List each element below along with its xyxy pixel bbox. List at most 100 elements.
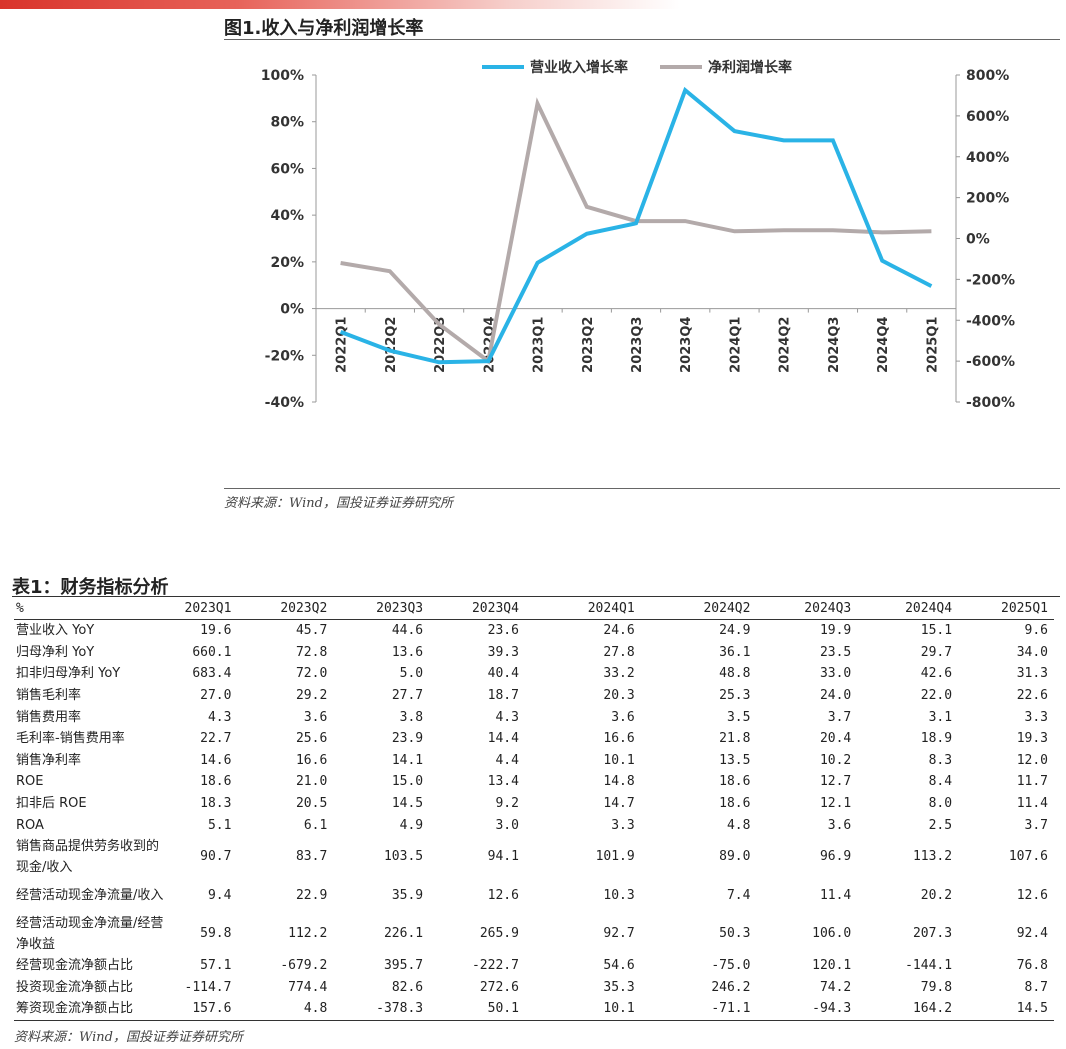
line-chart: -40% -20% 0% 20% 40% 60% 80% 100% -800% -600% -400… — [261, 59, 1015, 411]
row-label: 投资现金流净额占比 — [16, 979, 134, 995]
x-axis-category-label: 2024Q3 — [827, 317, 842, 373]
table-cell: 18.9 — [920, 731, 953, 747]
table-cell: 16.6 — [295, 752, 328, 768]
table-cell: 27.8 — [603, 644, 635, 660]
table-source: 资料来源：Wind，国投证券证券研究所 — [14, 1030, 243, 1045]
row-label: 经营活动现金净流量/经营净收益 — [16, 915, 164, 952]
table-cell: 33.2 — [603, 666, 635, 682]
table-cell: 31.3 — [1016, 666, 1048, 682]
table-cell: 13.5 — [719, 752, 751, 768]
table-cell: 4.3 — [207, 709, 232, 725]
table-cell: 35.3 — [603, 979, 635, 995]
table-cell: 19.6 — [200, 623, 232, 639]
table-cell: 3.3 — [611, 817, 635, 833]
figure-title: 图1.收入与净利润增长率 — [224, 18, 424, 39]
row-label: 经营活动现金净流量/收入 — [16, 887, 164, 903]
right-axis-tick-label: -400% — [966, 313, 1015, 329]
figure-title-rule — [224, 39, 1060, 40]
table-cell: 12.6 — [1016, 887, 1048, 903]
table-header-period: 2024Q4 — [857, 598, 959, 620]
table-cell: 18.6 — [719, 774, 751, 790]
right-axis-tick-label: 200% — [966, 191, 1009, 207]
table-cell: 54.6 — [603, 958, 635, 974]
right-axis-tick-label: 600% — [966, 109, 1009, 125]
table-cell: 3.6 — [611, 709, 635, 725]
table-cell: 103.5 — [383, 849, 424, 865]
table-cell: 96.9 — [819, 849, 852, 865]
figure-source: 资料来源：Wind，国投证券证券研究所 — [224, 496, 453, 511]
financial-table: % 2023Q1 2023Q2 2023Q3 2023Q4 2024Q1 2024Q2 202… — [14, 598, 1054, 1021]
table-cell: 4.4 — [495, 752, 519, 768]
table-cell: 113.2 — [912, 849, 953, 865]
table-cell: 12.1 — [819, 796, 852, 812]
revenue-growth-line — [339, 86, 933, 365]
table-cell: 42.6 — [920, 666, 953, 682]
table-cell: 18.6 — [719, 796, 751, 812]
table-cell: 19.9 — [819, 623, 852, 639]
left-axis-tick-label: 60% — [270, 161, 304, 177]
table-cell: 83.7 — [295, 849, 328, 865]
table-row: ROA 5.1 6.1 4.9 3.0 3.3 4.8 3.6 2.5 3.7 — [14, 814, 1054, 836]
table-cell: 18.6 — [200, 774, 232, 790]
table-cell: 94.1 — [487, 849, 519, 865]
table-cell: 21.0 — [295, 774, 328, 790]
table-row: 销售商品提供劳务收到的现金/收入 90.7 83.7 103.5 94.1 101.9 89… — [14, 836, 1054, 878]
x-axis-category-label: 2024Q1 — [728, 317, 743, 373]
table-cell: 21.8 — [719, 731, 751, 747]
table-cell: 18.7 — [487, 688, 519, 704]
table-cell: 33.0 — [819, 666, 852, 682]
table-cell: 3.0 — [495, 817, 519, 833]
table-cell: 8.3 — [928, 752, 953, 768]
row-label: 扣非后 ROE — [16, 796, 87, 812]
table-row: 经营活动现金净流量/经营净收益 59.8 112.2 226.1 265.9 92.7 50… — [14, 913, 1054, 955]
left-axis-tick-label: 40% — [270, 208, 304, 224]
table-top-rule — [12, 596, 1060, 597]
table-cell: -378.3 — [333, 998, 430, 1021]
table-cell: -114.7 — [184, 979, 232, 995]
table-cell: 12.6 — [487, 887, 519, 903]
table-row: 经营活动现金净流量/收入 9.4 22.9 35.9 12.6 10.3 7.4 11.4 20… — [14, 878, 1054, 913]
table-cell: 24.9 — [719, 623, 751, 639]
table-cell: 15.1 — [920, 623, 953, 639]
right-axis-tick-label: 400% — [966, 150, 1009, 166]
table-cell: 11.7 — [1016, 774, 1048, 790]
table-cell: 8.4 — [928, 774, 953, 790]
table-cell: 164.2 — [857, 998, 959, 1021]
table-header-row: % 2023Q1 2023Q2 2023Q3 2023Q4 2024Q1 2024Q2 202… — [14, 598, 1054, 620]
table-cell: 20.2 — [920, 887, 953, 903]
x-axis-category-label: 2023Q2 — [581, 317, 596, 373]
table-cell: 22.9 — [295, 887, 328, 903]
table-cell: 13.4 — [487, 774, 519, 790]
table-cell: 774.4 — [288, 979, 328, 995]
x-axis-category-label: 2024Q2 — [778, 317, 793, 373]
table-cell: 3.1 — [928, 709, 953, 725]
left-axis-tick-label: 0% — [280, 302, 304, 318]
table-cell: 12.7 — [819, 774, 852, 790]
table-cell: 50.3 — [719, 926, 751, 942]
row-label: 经营现金流净额占比 — [16, 958, 134, 974]
right-axis-tick-label: -600% — [966, 354, 1015, 370]
table-cell: 3.6 — [827, 817, 852, 833]
table-cell: 10.1 — [603, 752, 635, 768]
table-header-unit: % — [14, 598, 172, 620]
table-cell: 22.0 — [920, 688, 953, 704]
table-cell: 92.7 — [603, 926, 635, 942]
table-cell: 10.2 — [819, 752, 852, 768]
table-cell: 157.6 — [171, 998, 238, 1021]
table-row: ROE 18.6 21.0 15.0 13.4 14.8 18.6 12.7 8.4 11.7 — [14, 771, 1054, 793]
table-header-period: 2023Q1 — [171, 598, 238, 620]
top-accent-bar — [0, 0, 680, 9]
legend-label-net-profit: 净利润增长率 — [708, 59, 792, 76]
table-row: 销售净利率 14.6 16.6 14.1 4.4 10.1 13.5 10.2 8.3 12.0 — [14, 750, 1054, 772]
right-axis-tick-label: 0% — [966, 232, 990, 248]
table-header-period: 2023Q2 — [237, 598, 334, 620]
table-cell: 3.5 — [726, 709, 751, 725]
table-cell: 24.0 — [819, 688, 852, 704]
row-label: 营业收入 YoY — [16, 623, 95, 639]
table-cell: 8.7 — [1024, 979, 1048, 995]
table-title: 表1：财务指标分析 — [12, 577, 169, 598]
table-cell: 92.4 — [1016, 926, 1048, 942]
table-cell: 36.1 — [719, 644, 751, 660]
table-cell: 226.1 — [383, 926, 424, 942]
left-axis-tick-label: 20% — [270, 255, 304, 271]
